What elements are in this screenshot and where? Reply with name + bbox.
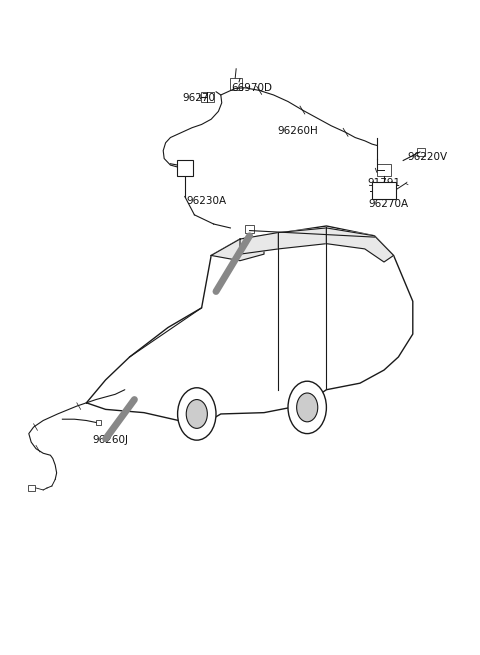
Text: 96270: 96270 bbox=[183, 93, 216, 103]
Bar bbox=[245, 225, 254, 233]
Polygon shape bbox=[326, 228, 394, 262]
Circle shape bbox=[288, 381, 326, 434]
Bar bbox=[230, 78, 242, 90]
Text: 96260J: 96260J bbox=[92, 435, 129, 445]
FancyBboxPatch shape bbox=[372, 182, 396, 199]
Bar bbox=[417, 148, 425, 156]
Circle shape bbox=[186, 400, 207, 428]
Polygon shape bbox=[240, 233, 278, 254]
Bar bbox=[28, 485, 35, 491]
Circle shape bbox=[178, 388, 216, 440]
Circle shape bbox=[297, 393, 318, 422]
Bar bbox=[96, 420, 101, 425]
Bar bbox=[377, 164, 391, 176]
Text: 96270A: 96270A bbox=[369, 199, 409, 210]
Text: 66970D: 66970D bbox=[231, 83, 273, 94]
Text: 91791: 91791 bbox=[367, 178, 401, 189]
Text: 96260H: 96260H bbox=[277, 126, 318, 136]
FancyBboxPatch shape bbox=[177, 160, 193, 176]
Polygon shape bbox=[278, 228, 326, 249]
Text: 96220V: 96220V bbox=[407, 152, 447, 162]
Polygon shape bbox=[211, 237, 264, 261]
Bar bbox=[201, 92, 214, 102]
Text: 96230A: 96230A bbox=[186, 196, 227, 206]
